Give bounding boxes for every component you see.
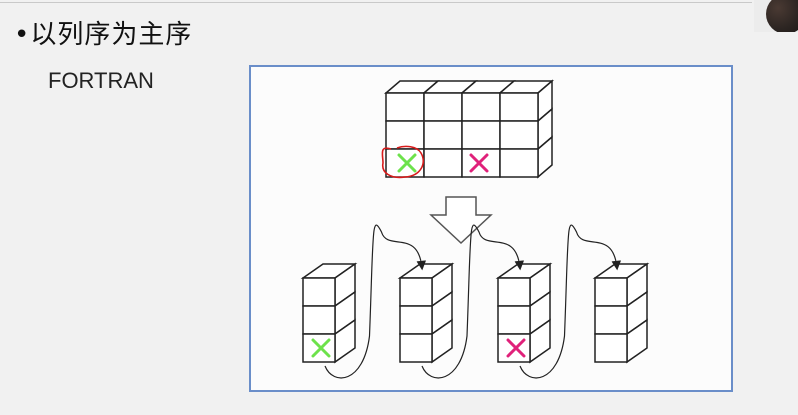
highlight-circle <box>381 145 425 179</box>
magenta-cross-icon <box>506 338 526 358</box>
presenter-head <box>766 0 798 32</box>
column-cell <box>302 305 336 335</box>
column-cell <box>594 333 628 363</box>
figure-frame <box>249 65 733 392</box>
column-links <box>324 224 622 379</box>
grid-cell <box>423 92 463 122</box>
grid-cell <box>423 120 463 150</box>
grid-cell <box>499 120 539 150</box>
grid-cell <box>423 148 463 178</box>
column-stacks <box>300 262 650 364</box>
element-marks <box>311 153 526 358</box>
slide-subtitle: FORTRAN <box>48 68 154 93</box>
slide-title: •以列序为主序 <box>14 20 193 50</box>
column-major-diagram <box>300 79 650 379</box>
column-cell <box>399 333 433 363</box>
column-link-arrow <box>421 224 525 379</box>
grid-cell <box>499 92 539 122</box>
grid-cell <box>385 120 425 150</box>
column-cell <box>594 305 628 335</box>
presenter-webcam-thumbnail <box>754 0 798 32</box>
column-cell <box>399 305 433 335</box>
top-divider <box>0 2 752 3</box>
column-cell <box>497 277 531 307</box>
green-cross-icon <box>397 153 417 173</box>
grid-cell <box>499 148 539 178</box>
transform-arrow-icon <box>429 196 493 245</box>
column-cell <box>594 277 628 307</box>
column-link-arrow <box>519 224 622 379</box>
column-cell <box>302 277 336 307</box>
green-cross-icon <box>311 338 331 358</box>
grid-cell <box>461 92 501 122</box>
array-grid-3d <box>383 79 555 179</box>
column-link-arrow <box>324 224 427 379</box>
grid-cell <box>461 120 501 150</box>
column-cell <box>399 277 433 307</box>
column-cell <box>497 305 531 335</box>
grid-cell <box>385 92 425 122</box>
magenta-cross-icon <box>469 153 489 173</box>
